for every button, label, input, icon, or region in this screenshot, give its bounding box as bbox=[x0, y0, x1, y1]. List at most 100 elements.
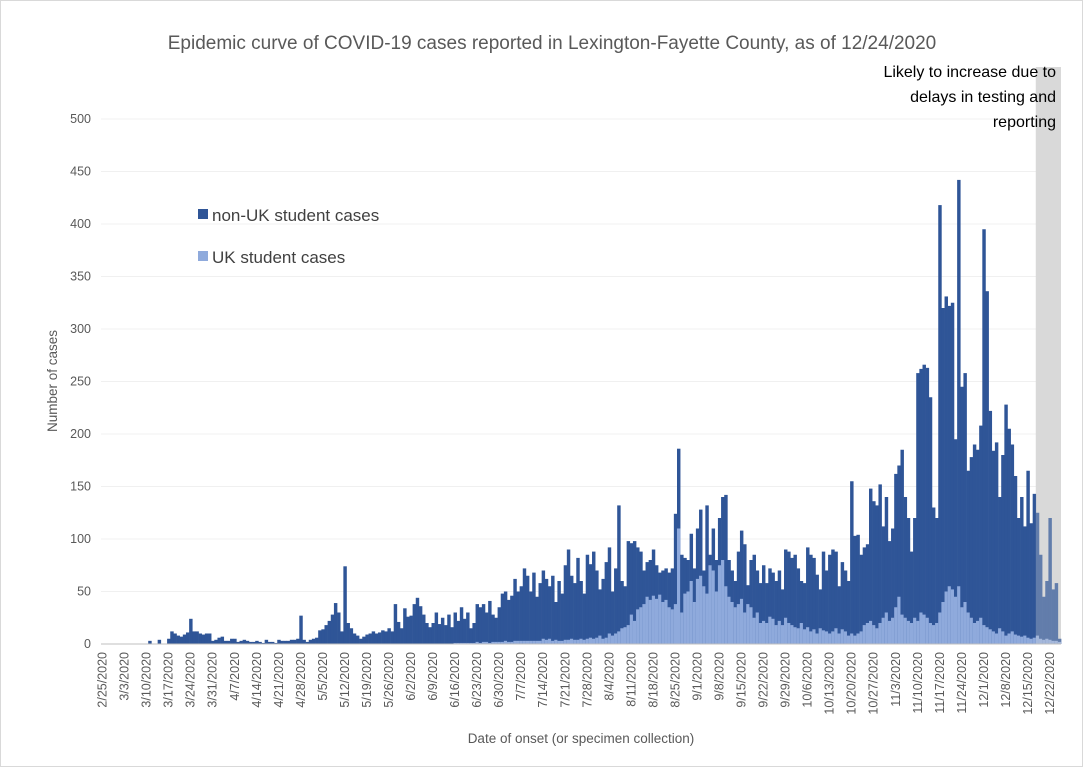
bar-non-uk bbox=[793, 554, 797, 644]
bar-non-uk bbox=[230, 638, 234, 644]
legend-label-non-uk: non-UK student cases bbox=[212, 206, 379, 225]
bar-uk bbox=[916, 620, 920, 644]
bar-non-uk bbox=[963, 373, 967, 644]
bar-uk bbox=[730, 602, 734, 644]
bar-non-uk bbox=[204, 633, 209, 644]
bar-non-uk bbox=[906, 518, 911, 644]
bar-non-uk bbox=[771, 572, 775, 644]
bar-non-uk bbox=[280, 640, 284, 644]
bar-non-uk bbox=[321, 629, 325, 644]
bar-non-uk bbox=[296, 638, 300, 644]
bar-uk bbox=[702, 586, 706, 644]
bar-uk bbox=[828, 633, 832, 644]
bar-uk bbox=[938, 612, 942, 644]
bar-uk bbox=[566, 639, 571, 644]
bar-non-uk bbox=[551, 575, 555, 644]
x-tick-label: 7/28/2020 bbox=[580, 652, 594, 708]
bar-uk bbox=[582, 639, 587, 644]
x-tick-label: 8/4/2020 bbox=[602, 652, 616, 701]
bar-uk bbox=[780, 625, 785, 644]
bar-uk bbox=[806, 627, 810, 644]
bar-non-uk bbox=[242, 639, 247, 644]
bar-uk bbox=[717, 565, 722, 644]
bar-uk bbox=[821, 630, 826, 644]
bar-uk bbox=[935, 623, 939, 644]
bar-non-uk bbox=[765, 583, 769, 644]
bar-uk bbox=[500, 641, 505, 644]
bar-non-uk bbox=[277, 639, 281, 644]
bar-uk bbox=[664, 599, 668, 644]
x-tick-label: 6/16/2020 bbox=[448, 652, 462, 708]
bar-uk bbox=[859, 631, 864, 644]
bar-uk bbox=[475, 641, 480, 644]
bar-non-uk bbox=[850, 481, 854, 644]
bar-non-uk bbox=[758, 583, 763, 644]
bar-uk bbox=[579, 638, 583, 644]
x-tick-label: 10/27/2020 bbox=[867, 652, 881, 715]
bar-non-uk bbox=[384, 631, 388, 644]
bar-uk bbox=[746, 604, 750, 644]
bar-uk bbox=[771, 618, 775, 644]
bar-non-uk bbox=[418, 606, 423, 644]
bar-non-uk bbox=[541, 570, 546, 644]
bar-non-uk bbox=[503, 591, 508, 644]
bar-non-uk bbox=[588, 564, 593, 644]
bar-non-uk bbox=[245, 640, 250, 644]
bar-non-uk bbox=[1026, 470, 1030, 644]
bar-non-uk bbox=[875, 505, 879, 644]
x-tick-label: 6/9/2020 bbox=[426, 652, 440, 701]
bar-uk bbox=[538, 640, 542, 644]
bar-uk bbox=[494, 641, 498, 644]
x-tick-label: 9/15/2020 bbox=[735, 652, 749, 708]
bar-non-uk bbox=[632, 541, 637, 644]
bar-non-uk bbox=[179, 636, 184, 644]
bar-uk bbox=[802, 629, 807, 644]
bar-uk bbox=[610, 635, 615, 644]
x-tick-label: 10/20/2020 bbox=[845, 652, 859, 715]
bar-uk bbox=[466, 642, 470, 644]
bar-uk bbox=[658, 594, 662, 644]
chart-title: Epidemic curve of COVID-19 cases reporte… bbox=[168, 33, 937, 54]
bar-non-uk bbox=[585, 554, 590, 644]
bar-non-uk bbox=[201, 634, 206, 644]
bar-non-uk bbox=[211, 640, 215, 644]
bar-non-uk bbox=[469, 628, 473, 644]
bar-non-uk bbox=[182, 634, 187, 644]
bar-non-uk bbox=[195, 631, 199, 644]
bar-non-uk bbox=[884, 497, 889, 644]
bar-uk bbox=[906, 620, 911, 644]
bar-non-uk bbox=[425, 623, 429, 644]
bar-non-uk bbox=[799, 581, 804, 644]
bar-non-uk bbox=[563, 565, 568, 644]
bar-non-uk bbox=[840, 562, 845, 644]
bar-non-uk bbox=[966, 470, 971, 644]
bar-non-uk bbox=[1042, 596, 1046, 644]
y-tick-label: 400 bbox=[70, 217, 91, 231]
bar-non-uk bbox=[406, 616, 410, 644]
bar-non-uk bbox=[846, 581, 851, 644]
bar-uk bbox=[670, 609, 675, 644]
bar-non-uk bbox=[236, 641, 240, 644]
bar-non-uk bbox=[925, 367, 930, 644]
bar-non-uk bbox=[595, 570, 599, 644]
bar-non-uk bbox=[953, 439, 958, 644]
bar-uk bbox=[547, 638, 552, 644]
bar-non-uk bbox=[784, 549, 788, 644]
bar-uk bbox=[462, 642, 467, 644]
x-tick-label: 10/6/2020 bbox=[801, 652, 815, 708]
bar-non-uk bbox=[957, 179, 961, 644]
bar-uk bbox=[651, 595, 656, 644]
bar-uk bbox=[573, 639, 577, 644]
x-tick-label: 6/2/2020 bbox=[404, 652, 418, 701]
bar-uk bbox=[513, 640, 517, 644]
bar-uk bbox=[966, 612, 971, 644]
annotation-line-2: delays in testing and bbox=[910, 89, 1056, 106]
bar-uk bbox=[601, 638, 605, 644]
bar-non-uk bbox=[573, 583, 577, 644]
bar-uk bbox=[585, 638, 590, 644]
bar-uk bbox=[856, 633, 860, 644]
bar-non-uk bbox=[529, 591, 533, 644]
bar-non-uk bbox=[525, 575, 530, 644]
bar-non-uk bbox=[680, 554, 684, 644]
bar-non-uk bbox=[894, 473, 898, 644]
